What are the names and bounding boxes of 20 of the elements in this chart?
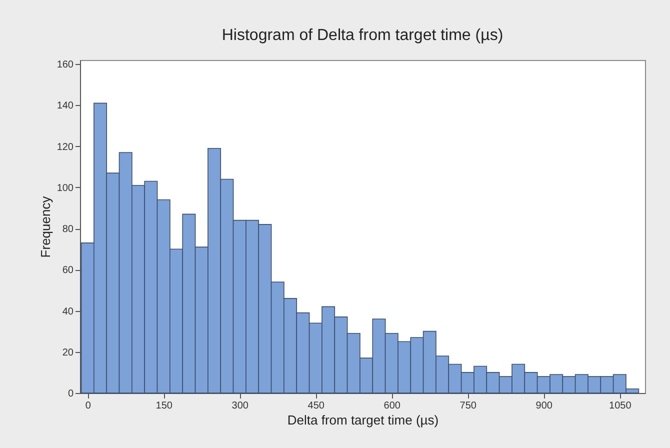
x-tick-label: 1050 [609,400,632,412]
y-tick-label: 20 [62,347,74,358]
x-tick-label: 150 [156,400,173,412]
y-axis-title: Frequency [38,196,53,258]
y-tick-label: 120 [56,142,74,153]
y-tick-label: 40 [62,306,74,318]
chart-title: Histogram of Delta from target time (µs) [222,27,504,44]
x-tick-label: 600 [384,400,401,412]
y-tick-label: 140 [56,100,74,112]
y-tick-label: 60 [62,265,74,276]
y-tick-label: 160 [56,60,74,71]
y-tick-label: 80 [62,224,74,236]
x-tick-label: 0 [85,400,92,412]
x-tick-label: 900 [536,400,553,412]
x-tick-label: 300 [232,400,249,412]
y-tick-label: 100 [56,182,74,194]
x-tick-label: 450 [308,400,325,412]
x-axis-title: Delta from target time (µs) [287,412,439,428]
x-tick-label: 750 [460,400,477,412]
y-tick-label: 0 [68,388,74,400]
